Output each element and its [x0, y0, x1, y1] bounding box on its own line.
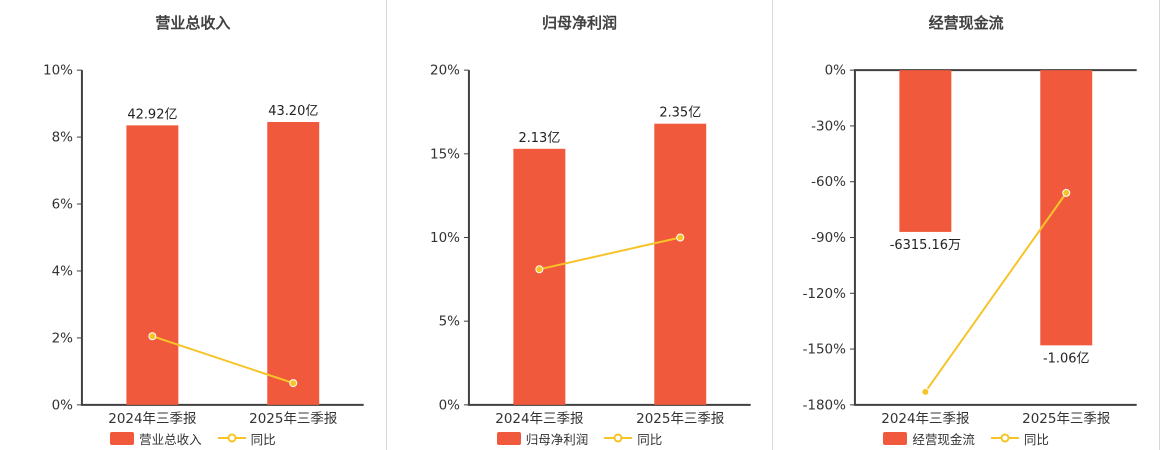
chart-panel-net-profit: 归母净利润 20% 15% 10% 5% 0% 2.13亿 2.35亿 2024年三季报 202… — [387, 0, 774, 450]
y-tick-label: 5% — [438, 314, 460, 330]
x-axis-label: 2025年三季报 — [249, 411, 337, 426]
yoy-line — [538, 236, 681, 271]
y-tick-label: 6% — [52, 197, 74, 213]
yoy-line-legend-icon — [217, 433, 246, 443]
yoy-point — [289, 379, 298, 388]
bar-legend-label: 营业总收入 — [139, 431, 202, 447]
yoy-line-legend-icon — [604, 433, 633, 443]
bar — [899, 70, 952, 232]
yoy-line-legend-icon — [990, 433, 1019, 443]
yoy-point — [535, 265, 544, 274]
chart-title-operating-revenue: 营业总收入 — [155, 14, 231, 32]
operating-cashflow-plot: 0% -30% -60% -90% -120% -150% -180% -6315.16万 -1… — [803, 63, 1138, 426]
chart-panel-operating-revenue: 营业总收入 10% 8% 6% 4% 2% 0% 42.92亿 43.20亿 2024年三季报 2… — [0, 0, 387, 450]
chart-legend: 归母净利润 同比 — [387, 426, 773, 450]
operating-revenue-plot: 10% 8% 6% 4% 2% 0% 42.92亿 43.20亿 2024年三季报 2025年三季… — [43, 63, 364, 426]
y-tick-label: -30% — [811, 118, 846, 134]
legend-item-bar[interactable]: 经营现金流 — [883, 429, 975, 448]
bar-value-label: 2.35亿 — [659, 106, 701, 121]
bar-value-label: 42.92亿 — [127, 107, 177, 122]
legend-item-bar[interactable]: 营业总收入 — [110, 429, 202, 448]
x-axis-label: 2024年三季报 — [882, 411, 970, 426]
y-tick-label: 2% — [52, 330, 74, 346]
y-tick-label: -180% — [803, 397, 847, 413]
y-tick-label: 20% — [430, 63, 460, 79]
yoy-line — [924, 192, 1068, 393]
y-tick-label: 0% — [825, 63, 847, 79]
y-tick-label: 10% — [430, 230, 460, 246]
bar-legend-label: 归母净利润 — [525, 431, 589, 447]
legend-item-yoy[interactable]: 同比 — [990, 429, 1049, 448]
legend-item-yoy[interactable]: 同比 — [604, 429, 662, 448]
bar-value-label: 2.13亿 — [518, 131, 560, 146]
y-tick-label: -60% — [811, 174, 846, 190]
bar-value-label: -6315.16万 — [890, 238, 961, 253]
bar-legend-swatch — [883, 431, 908, 445]
bar — [513, 148, 566, 405]
yoy-point — [148, 332, 157, 341]
x-axis-label: 2025年三季报 — [636, 411, 724, 426]
y-tick-label: 0% — [52, 397, 74, 413]
yoy-legend-label: 同比 — [1023, 431, 1049, 447]
y-tick-label: -90% — [811, 230, 846, 246]
y-tick-label: 4% — [52, 263, 74, 279]
bar — [1040, 70, 1093, 346]
bar — [653, 123, 706, 405]
y-tick-label: -150% — [803, 342, 847, 358]
x-axis-label: 2024年三季报 — [108, 411, 196, 426]
bar-value-label: -1.06亿 — [1043, 351, 1090, 366]
bar-legend-swatch — [110, 431, 135, 445]
chart-title-operating-cashflow: 经营现金流 — [928, 14, 1004, 32]
yoy-legend-label: 同比 — [637, 431, 663, 447]
chart-legend: 营业总收入 同比 — [0, 426, 386, 450]
legend-item-yoy[interactable]: 同比 — [217, 429, 276, 448]
chart-legend: 经营现金流 同比 — [773, 426, 1159, 450]
x-axis-label: 2025年三季报 — [1023, 411, 1111, 426]
bar-value-label: 43.20亿 — [268, 104, 318, 119]
bar — [126, 125, 179, 405]
yoy-point — [921, 387, 930, 396]
legend-item-bar[interactable]: 归母净利润 — [496, 429, 589, 448]
y-tick-label: 0% — [438, 397, 460, 413]
chart-title-net-profit: 归母净利润 — [542, 14, 618, 32]
net-profit-plot: 20% 15% 10% 5% 0% 2.13亿 2.35亿 2024年三季报 2025年三季报 — [430, 63, 751, 426]
yoy-point — [1062, 188, 1071, 197]
yoy-point — [675, 233, 684, 242]
yoy-legend-label: 同比 — [250, 431, 276, 447]
bar — [267, 122, 320, 405]
x-axis-label: 2024年三季报 — [495, 411, 583, 426]
y-tick-label: -120% — [803, 286, 847, 302]
yoy-line — [152, 335, 294, 385]
chart-panel-operating-cashflow: 经营现金流 0% -30% -60% -90% -120% -150% -180% -6315… — [773, 0, 1160, 450]
bar-legend-swatch — [496, 431, 521, 445]
y-tick-label: 10% — [43, 63, 73, 79]
y-tick-label: 8% — [52, 130, 74, 146]
bar-legend-label: 经营现金流 — [912, 431, 975, 447]
y-tick-label: 15% — [430, 146, 460, 162]
